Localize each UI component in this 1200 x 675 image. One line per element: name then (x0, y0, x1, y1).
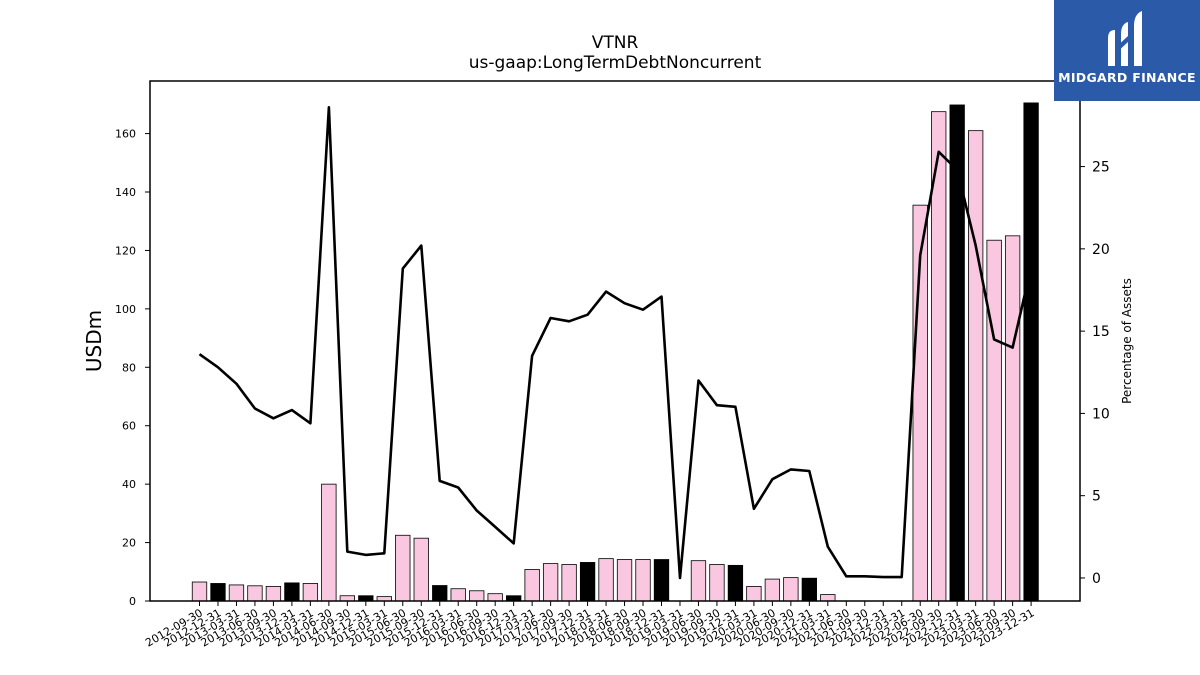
bar (561, 564, 577, 602)
left-axis-label: USDm (82, 310, 106, 372)
bar (1023, 102, 1039, 602)
bar (1004, 235, 1021, 602)
bar (524, 569, 540, 602)
left-tick-label: 40 (122, 478, 136, 491)
bar (635, 559, 651, 602)
chart-subtitle: us-gaap:LongTermDebtNoncurrent (468, 53, 762, 73)
right-tick-label: 10 (1092, 406, 1110, 422)
bar (542, 563, 559, 602)
right-tick-label: 25 (1092, 160, 1110, 176)
bar (358, 595, 374, 602)
left-tick-label: 120 (115, 244, 136, 257)
right-axis-label: Percentage of Assets (1120, 278, 1134, 404)
left-tick-label: 140 (115, 186, 136, 199)
left-tick-label: 160 (115, 128, 136, 141)
bar (506, 595, 522, 602)
right-tick-label: 5 (1092, 489, 1101, 505)
bar (302, 583, 319, 602)
left-tick-label: 100 (115, 303, 136, 316)
bar (616, 559, 633, 602)
x-axis: 2012-09-302012-12-312013-03-312013-06-30… (143, 601, 1037, 650)
bar (653, 559, 670, 602)
bar (228, 584, 245, 602)
bar (949, 104, 965, 602)
left-tick-label: 0 (129, 595, 136, 608)
left-tick-label: 20 (122, 537, 136, 550)
bar (579, 562, 596, 602)
bar (395, 534, 411, 602)
bar (746, 585, 762, 602)
line-series (198, 106, 1033, 580)
bar (709, 564, 725, 602)
bar (339, 595, 355, 602)
chart-title: VTNR (591, 33, 639, 53)
bar-series (191, 102, 1039, 602)
bar (321, 483, 337, 602)
brand-logo: MIDGARD FINANCE (1054, 0, 1200, 101)
right-axis: 0 5 10 15 20 25 (1080, 160, 1110, 587)
bar (265, 585, 282, 602)
bar (284, 582, 300, 602)
bar (210, 583, 226, 602)
bar (247, 585, 263, 602)
bar (986, 239, 1002, 602)
bar (727, 564, 744, 602)
bar (413, 537, 429, 602)
bar (783, 577, 799, 602)
bar (690, 560, 707, 602)
bar (469, 590, 485, 602)
bar (487, 593, 503, 602)
bar (191, 581, 208, 602)
right-tick-label: 15 (1092, 324, 1110, 340)
bar (764, 578, 781, 602)
line-path (198, 106, 1033, 580)
left-axis: 0 20 40 60 80 100 120 140 160 (115, 128, 150, 608)
bar (598, 558, 614, 602)
left-tick-label: 60 (122, 420, 136, 433)
bar (968, 130, 984, 602)
bar (450, 588, 466, 602)
right-tick-label: 20 (1092, 242, 1110, 258)
bar (820, 594, 836, 602)
left-tick-label: 80 (122, 361, 136, 374)
brand-name: MIDGARD FINANCE (1058, 70, 1196, 85)
right-tick-label: 0 (1092, 571, 1101, 587)
plot-frame (149, 80, 1081, 602)
bar (432, 585, 448, 602)
bar (801, 577, 817, 602)
logo-mark-icon (1108, 11, 1142, 66)
